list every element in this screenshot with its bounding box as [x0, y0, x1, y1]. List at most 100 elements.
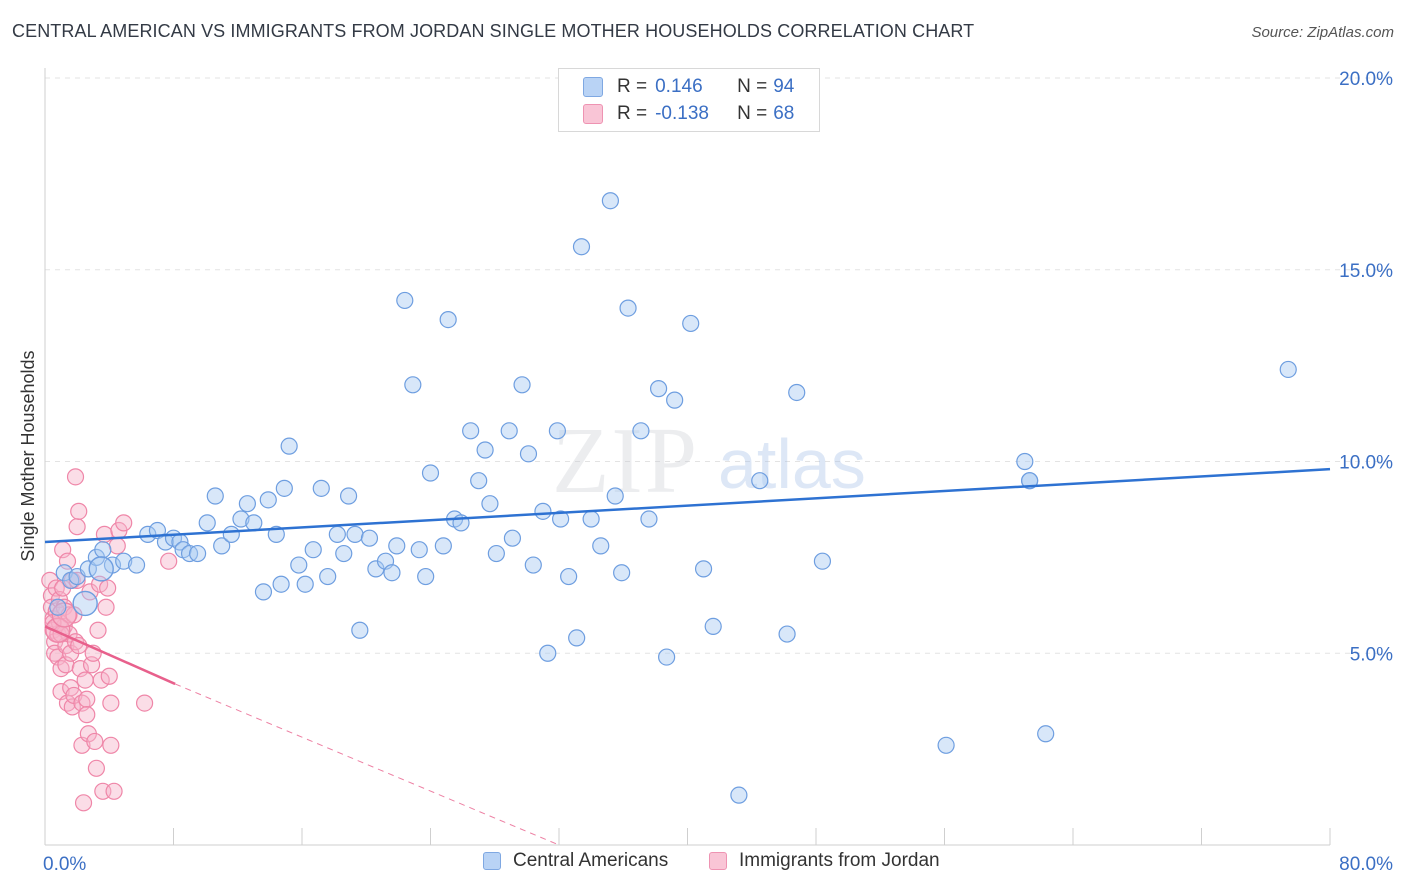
n-value: 94 [773, 76, 795, 97]
trend-line-extension [174, 683, 560, 846]
data-point [296, 575, 314, 593]
data-point [74, 794, 93, 812]
data-point [254, 583, 273, 601]
data-point [487, 544, 505, 563]
data-point [778, 625, 796, 643]
data-point [94, 541, 112, 559]
watermark: ZIP atlas [552, 409, 866, 513]
blue-swatch-icon [483, 852, 501, 870]
data-point [127, 556, 146, 574]
legend-row-immigrants-from-jordan: R = -0.138 N = 68 [583, 101, 794, 127]
data-point [102, 736, 120, 754]
data-point [404, 376, 422, 394]
series-immigrants-from-jordan [41, 468, 178, 812]
trend-lines [44, 467, 1331, 846]
legend-label: Immigrants from Jordan [739, 850, 940, 871]
data-point [68, 518, 86, 536]
data-point [632, 422, 650, 440]
data-point [619, 299, 637, 317]
data-point [160, 552, 178, 570]
data-point [102, 694, 120, 712]
series-legend: Central Americans Immigrants from Jordan [0, 850, 1406, 880]
data-point [99, 579, 117, 597]
data-point [290, 556, 308, 574]
data-point [108, 537, 126, 555]
data-point [503, 529, 522, 547]
r-label: R = [617, 76, 648, 97]
watermark-atlas: atlas [718, 425, 866, 503]
data-point [360, 529, 379, 547]
data-point [552, 510, 570, 528]
data-point [417, 567, 435, 586]
data-point [222, 525, 240, 543]
x-tick-label-min: 0.0% [43, 854, 86, 875]
data-point [524, 556, 542, 574]
data-point [539, 644, 557, 662]
data-point [694, 560, 713, 578]
data-point [470, 472, 488, 490]
y-tick-labels: 5.0% 10.0% 15.0% 20.0% [1339, 69, 1393, 665]
data-point [410, 541, 428, 559]
data-point [87, 759, 106, 777]
data-point [500, 422, 518, 440]
blue-swatch-icon [583, 77, 603, 97]
data-point [66, 468, 85, 486]
y-tick-label: 5.0% [1350, 644, 1393, 665]
y-tick-label: 10.0% [1339, 453, 1393, 474]
x-tick-label-max: 80.0% [1339, 854, 1393, 875]
data-point [238, 495, 256, 513]
r-value: 0.146 [655, 76, 703, 97]
data-point [335, 544, 353, 563]
data-point [704, 617, 722, 636]
data-point [213, 537, 231, 555]
data-point [319, 567, 337, 586]
data-point [312, 479, 330, 497]
data-point-large [88, 556, 114, 582]
data-point [601, 192, 620, 210]
data-point [751, 472, 769, 490]
x-tick-labels: 0.0% 80.0% [43, 854, 1393, 875]
data-point [135, 694, 154, 712]
data-point [280, 437, 298, 455]
data-point [534, 502, 552, 520]
data-point [304, 541, 322, 559]
data-point [519, 445, 538, 463]
data-point [388, 537, 406, 555]
data-point [682, 314, 700, 333]
trend-line-immigrants-from-jordan [44, 625, 176, 686]
data-point [70, 502, 88, 520]
data-point-large [45, 617, 71, 643]
data-point [1279, 360, 1297, 379]
data-point [115, 552, 133, 570]
data-point [1037, 725, 1055, 743]
y-tick-label: 20.0% [1339, 69, 1393, 90]
legend-item-immigrants-from-jordan: Immigrants from Jordan [709, 850, 940, 872]
y-tick-label: 15.0% [1339, 261, 1393, 282]
data-point [937, 736, 955, 754]
data-point [462, 422, 480, 440]
data-point [78, 690, 96, 708]
data-point [513, 376, 531, 394]
data-point [606, 487, 624, 505]
data-point [658, 648, 676, 666]
data-point [568, 629, 586, 647]
data-point [476, 441, 494, 459]
data-point [78, 706, 96, 724]
data-point [421, 464, 440, 482]
data-point [788, 383, 806, 402]
y-axis-label: Single Mother Households [18, 350, 38, 561]
data-point [100, 667, 118, 685]
data-point [275, 479, 293, 497]
data-point [97, 598, 115, 616]
data-point [666, 391, 684, 409]
data-point [339, 487, 358, 505]
data-point [1021, 472, 1039, 490]
data-point [259, 491, 277, 509]
axes [44, 68, 1331, 846]
data-point [198, 514, 216, 532]
correlation-legend: R = 0.146 N = 94 R = -0.138 N = 68 [558, 68, 820, 132]
data-point [232, 510, 250, 528]
r-label: R = [617, 103, 648, 124]
data-point [49, 598, 67, 616]
